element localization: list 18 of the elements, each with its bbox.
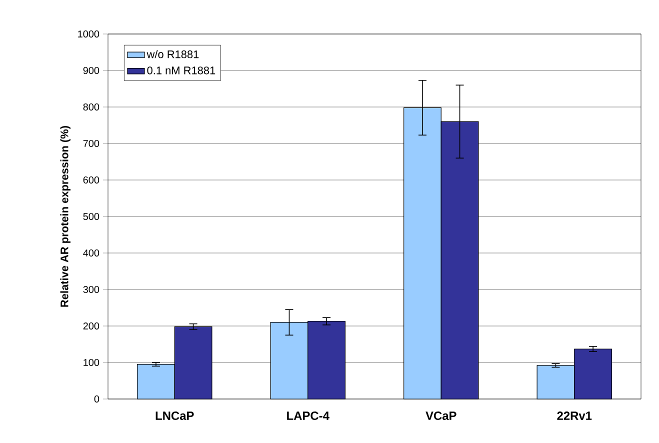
y-axis-title: Relative AR protein expression (%): [60, 126, 70, 307]
x-tick-label: LNCaP: [156, 412, 194, 420]
y-tick-label: 600: [83, 176, 100, 184]
x-tick-label: 22Rv1: [557, 412, 592, 420]
y-tick-label: 700: [83, 140, 100, 148]
y-tick-label: 400: [83, 249, 100, 257]
y-tick-label: 100: [84, 358, 100, 366]
y-tick-label: 900: [83, 66, 100, 74]
y-tick-label: 200: [83, 322, 100, 330]
x-tick-label: VCaP: [426, 412, 456, 420]
y-tick-label: 1000: [78, 30, 100, 38]
y-tick-label: 500: [83, 212, 100, 220]
y-tick-label: 0: [94, 395, 100, 403]
legend-label: 0.1 nM R1881: [147, 66, 216, 74]
y-tick-label: 300: [83, 286, 100, 294]
y-tick-label: 800: [83, 103, 100, 111]
x-tick-label: LAPC-4: [287, 412, 330, 420]
legend-label: w/o R1881: [146, 50, 199, 58]
